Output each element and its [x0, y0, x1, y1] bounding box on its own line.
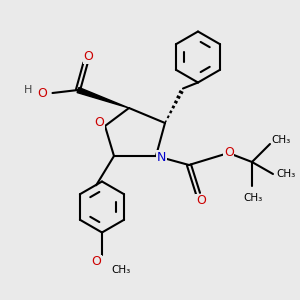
- Text: O: O: [92, 255, 101, 268]
- Text: CH₃: CH₃: [276, 169, 295, 179]
- Text: H: H: [24, 85, 33, 95]
- Text: CH₃: CH₃: [244, 194, 263, 203]
- Text: O: O: [95, 116, 104, 129]
- Text: N: N: [157, 151, 166, 164]
- Text: CH₃: CH₃: [111, 265, 130, 275]
- Polygon shape: [77, 88, 129, 108]
- Text: O: O: [84, 50, 93, 63]
- Text: O: O: [196, 194, 206, 208]
- Text: O: O: [37, 86, 47, 100]
- Text: CH₃: CH₃: [272, 134, 291, 145]
- Text: O: O: [224, 146, 234, 159]
